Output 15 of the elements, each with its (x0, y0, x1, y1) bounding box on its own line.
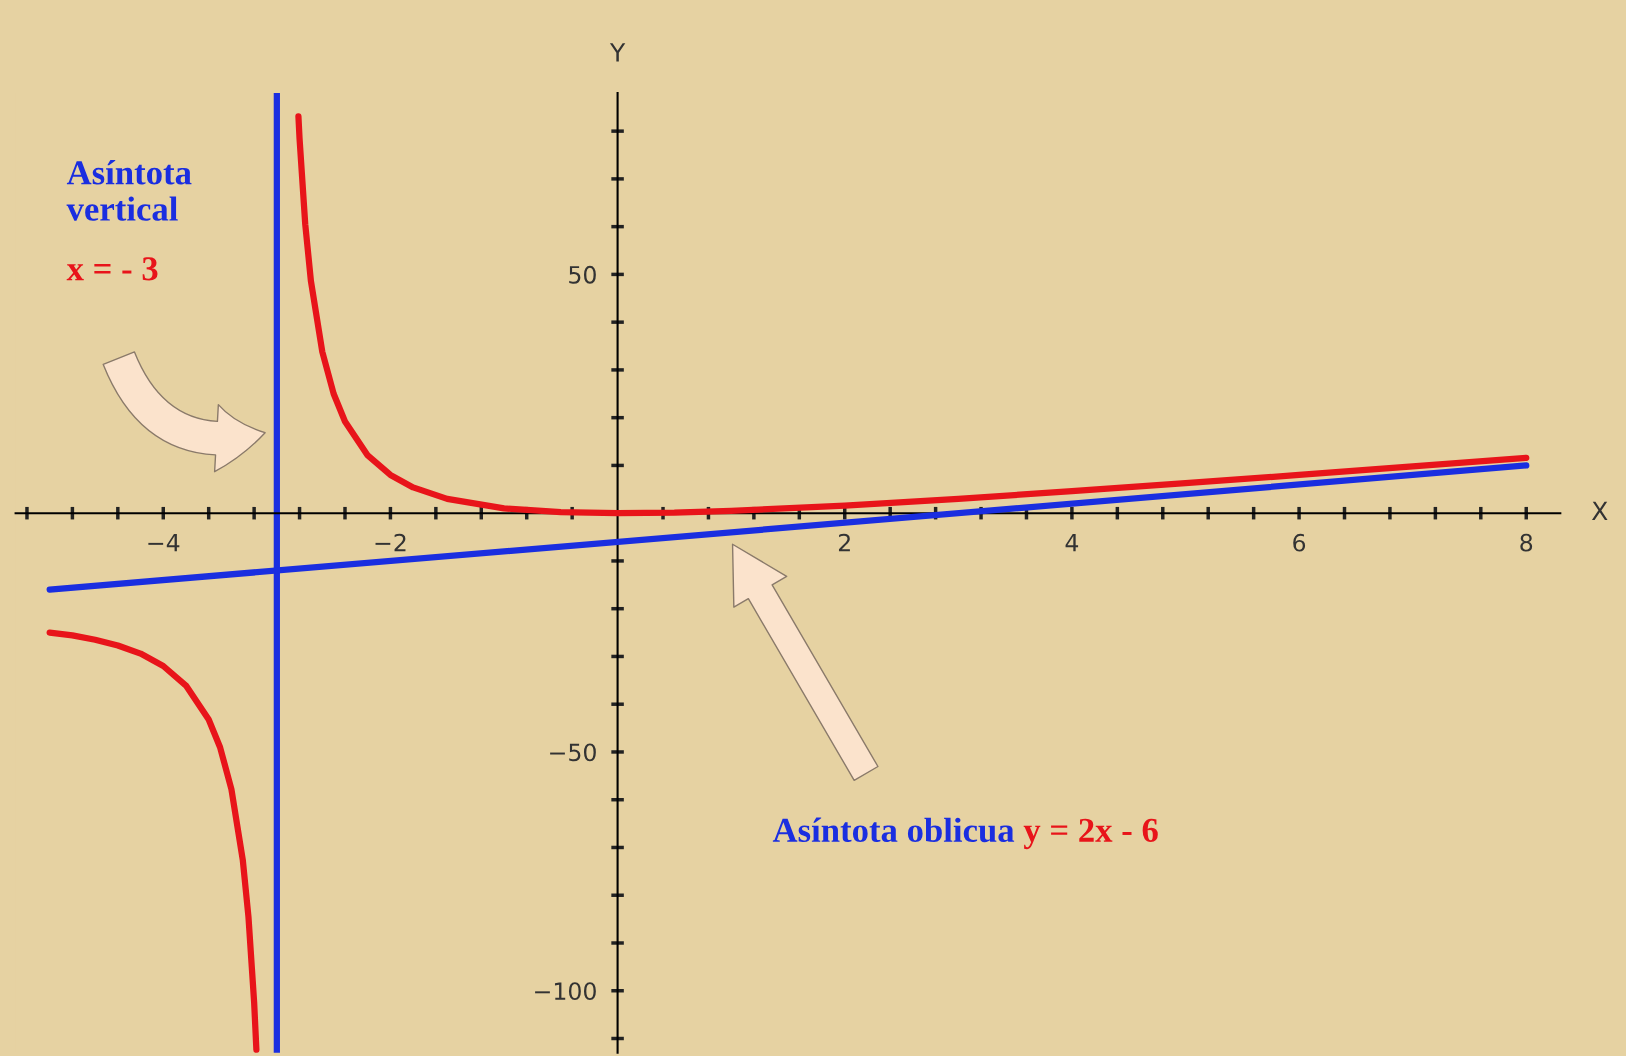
y-axis-title: Y (609, 43, 626, 62)
annotation: y = 2x - 6 (1023, 818, 1158, 850)
x-tick-label: −2 (375, 533, 406, 552)
y-tick-label: −100 (535, 982, 596, 1001)
x-tick-label: −4 (148, 534, 180, 552)
annotation: x = - 3 (66, 257, 158, 281)
annotation: Asíntota vertical (66, 160, 192, 221)
y-tick-label: 50 (569, 265, 596, 284)
x-tick-label: 2 (838, 533, 850, 552)
x-tick-label: 6 (1293, 533, 1306, 552)
x-axis-title: X (1591, 501, 1608, 521)
x-tick-label: 8 (1520, 533, 1533, 552)
y-tick-label: −50 (550, 743, 596, 762)
x-tick-label: 4 (1065, 534, 1079, 552)
annotation: Asíntota oblicua (772, 817, 1015, 843)
